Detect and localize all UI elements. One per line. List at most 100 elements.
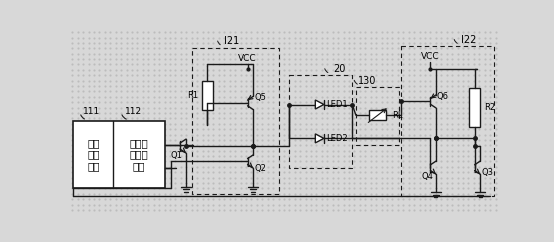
Point <box>280 203 289 206</box>
Point <box>361 149 370 153</box>
Point <box>198 41 207 45</box>
Point <box>106 84 115 88</box>
Point <box>176 100 185 104</box>
Point <box>469 176 478 180</box>
Point <box>166 111 175 115</box>
Point <box>95 149 104 153</box>
Point <box>404 203 413 206</box>
Point <box>68 73 77 77</box>
Point <box>84 68 93 72</box>
Point <box>144 138 153 142</box>
Point <box>236 159 245 163</box>
Point <box>437 192 445 196</box>
Point <box>290 52 299 56</box>
Point <box>442 106 451 110</box>
Point <box>486 133 495 136</box>
Point <box>117 181 126 185</box>
Point <box>155 116 163 120</box>
Point <box>459 203 468 206</box>
Point <box>258 79 266 83</box>
Point <box>442 187 451 190</box>
Point <box>220 154 229 158</box>
Point <box>182 159 191 163</box>
Point <box>453 138 462 142</box>
Point <box>366 127 375 131</box>
Point <box>388 165 397 169</box>
Point <box>138 30 147 34</box>
Point <box>453 100 462 104</box>
Point <box>247 106 256 110</box>
Point <box>160 149 169 153</box>
Point <box>475 100 484 104</box>
Point <box>84 57 93 61</box>
Point <box>274 127 283 131</box>
Point <box>214 203 223 206</box>
Point <box>290 122 299 126</box>
Point <box>377 203 386 206</box>
Point <box>480 159 489 163</box>
Point <box>220 100 229 104</box>
Point <box>306 95 315 99</box>
Point <box>160 62 169 66</box>
Point <box>464 149 473 153</box>
Point <box>426 122 435 126</box>
Point <box>453 84 462 88</box>
Point <box>133 95 142 99</box>
Point <box>306 176 315 180</box>
Point <box>176 159 185 163</box>
Point <box>280 165 289 169</box>
Point <box>68 203 77 206</box>
Point <box>377 197 386 201</box>
Point <box>437 100 445 104</box>
Point <box>258 127 266 131</box>
Point <box>73 138 82 142</box>
Point <box>356 138 365 142</box>
Point <box>236 127 245 131</box>
Point <box>149 181 158 185</box>
Point <box>258 143 266 147</box>
Point <box>166 159 175 163</box>
Point <box>486 116 495 120</box>
Point <box>426 181 435 185</box>
Point <box>469 192 478 196</box>
Point <box>263 143 272 147</box>
Point <box>459 197 468 201</box>
Point <box>176 176 185 180</box>
Point <box>356 95 365 99</box>
Point <box>149 68 158 72</box>
Point <box>176 52 185 56</box>
Point <box>377 192 386 196</box>
Point <box>448 52 456 56</box>
Point <box>345 159 353 163</box>
Point <box>171 122 180 126</box>
Point <box>491 95 500 99</box>
Point <box>285 192 294 196</box>
Point <box>84 192 93 196</box>
Point <box>214 73 223 77</box>
Point <box>182 192 191 196</box>
Point <box>480 176 489 180</box>
Point <box>171 90 180 93</box>
Point <box>176 90 185 93</box>
Point <box>193 192 202 196</box>
Point <box>312 79 321 83</box>
Point <box>160 41 169 45</box>
Point <box>306 170 315 174</box>
Point <box>356 154 365 158</box>
Point <box>269 208 278 212</box>
Point <box>323 181 332 185</box>
Point <box>155 181 163 185</box>
Point <box>372 143 381 147</box>
Point <box>68 100 77 104</box>
Point <box>388 46 397 50</box>
Point <box>345 154 353 158</box>
Point <box>230 41 239 45</box>
Point <box>90 95 99 99</box>
Point <box>329 187 337 190</box>
Point <box>117 100 126 104</box>
Point <box>437 116 445 120</box>
Point <box>274 159 283 163</box>
Point <box>356 30 365 34</box>
Point <box>388 176 397 180</box>
Point <box>334 170 342 174</box>
